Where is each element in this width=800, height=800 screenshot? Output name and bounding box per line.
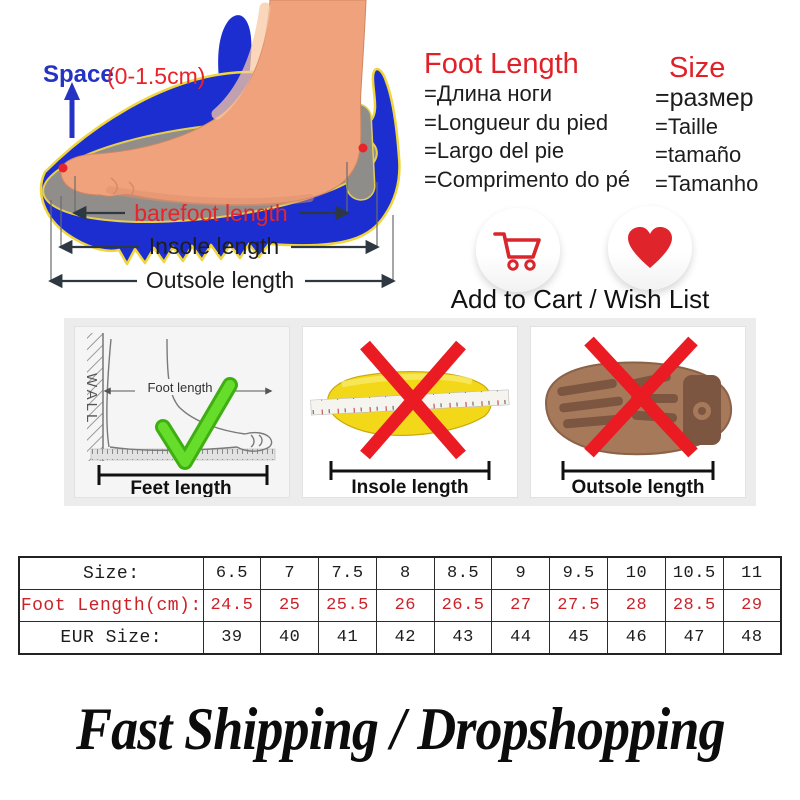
size-cell: 11: [722, 556, 782, 590]
outsole-length-label: Outsole length: [146, 267, 294, 293]
heart-icon: [628, 227, 672, 268]
method-card-label: Feet length: [130, 478, 231, 497]
size-cell: 9: [491, 556, 551, 590]
space-range-label: (0-1.5cm): [107, 63, 205, 89]
size-cell: 26.5: [433, 589, 493, 622]
space-arrowhead: [64, 82, 80, 100]
check-icon: [155, 377, 238, 470]
translation-line: =Longueur du pied: [424, 109, 609, 135]
heel-detail-center: [698, 407, 706, 415]
size-title: Size: [669, 52, 726, 84]
guide-lines: [50, 162, 394, 280]
method-card-outsole-length: Outsole length: [530, 326, 746, 498]
space-label: Space: [43, 61, 114, 88]
length-bracket: [329, 461, 491, 480]
size-cell: 8.5: [433, 556, 493, 590]
insole-highlight: [341, 373, 473, 388]
translation-line: =размер: [655, 84, 754, 112]
barefoot-length-label: barefoot length: [134, 200, 287, 226]
method-card-label: Outsole length: [572, 477, 705, 497]
size-cell: 39: [202, 621, 262, 655]
size-cell: 27: [491, 589, 551, 622]
size-cell: 10.5: [664, 556, 724, 590]
table-row: Foot Length(cm): 24.5 25 25.5 26 26.5 27 27.5 28…: [18, 589, 782, 622]
size-cell: 6.5: [202, 556, 262, 590]
method-card-feet-length: WALL Foot length: [74, 326, 290, 499]
size-cell: 24.5: [202, 589, 262, 622]
translation-line: =Taille: [655, 113, 718, 139]
translation-line: =Tamanho: [655, 170, 759, 196]
size-cell: 28: [607, 589, 666, 622]
foot-shadow: [106, 186, 314, 207]
foot-sketch: [106, 338, 273, 452]
size-cell: 46: [607, 621, 666, 655]
foot-highlight: [211, 2, 271, 120]
wall-label: WALL: [83, 373, 100, 425]
translation-line: =Comprimento do pé: [424, 166, 631, 192]
wish-list-button[interactable]: [608, 206, 692, 290]
cart-icon: [493, 232, 541, 271]
size-cell: 43: [433, 621, 493, 655]
size-cell: 26: [375, 589, 435, 622]
size-cell: 44: [491, 621, 551, 655]
label-backing: [135, 379, 225, 395]
size-cell: 9.5: [549, 556, 609, 590]
size-table-body: Size: 6.5 7 7.5 8 8.5 9 9.5 10 10.5 11 Foot Length(…: [18, 556, 782, 655]
size-cell: 27.5: [549, 589, 609, 622]
translation-line: =tamaño: [655, 142, 742, 167]
size-translations: Size =размер =Taille =tamaño =Tamanho: [655, 52, 795, 198]
size-cell: 10: [607, 556, 666, 590]
foot-length-title: Foot Length: [424, 48, 579, 80]
shipping-banner-text: Fast Shipping / Dropshopping: [75, 695, 725, 762]
size-cell: 25: [260, 589, 320, 622]
size-conversion-table: Size: 6.5 7 7.5 8 8.5 9 9.5 10 10.5 11 Foot Length(…: [18, 556, 782, 655]
size-cell: 29: [722, 589, 782, 622]
x-icon: [584, 336, 698, 458]
translation-line: =Largo del pie: [424, 138, 565, 163]
toe-crease: [110, 177, 135, 196]
size-cell: 47: [664, 621, 724, 655]
size-cell: 8: [375, 556, 435, 590]
heel-dot: [358, 143, 368, 153]
size-cell: 40: [260, 621, 320, 655]
shipping-banner: Fast Shipping / Dropshopping: [0, 684, 800, 774]
length-bracket: [97, 465, 269, 485]
x-icon: [360, 340, 466, 460]
foot-measure-diagram: Space (0-1.5cm) barefoot length Insole l…: [39, 0, 401, 293]
length-bracket: [561, 461, 715, 480]
insole-length-label: Insole length: [149, 233, 279, 259]
method-card-label: Insole length: [351, 477, 468, 497]
wall-hatch: [87, 333, 103, 461]
size-cell: 7.5: [318, 556, 377, 590]
foot-length-inner-label: Foot length: [147, 380, 212, 395]
size-cell: 45: [549, 621, 609, 655]
row-label: EUR Size:: [18, 621, 204, 655]
table-row: EUR Size: 39 40 41 42 43 44 45 46 47 48: [18, 621, 782, 655]
table-row: Size: 6.5 7 7.5 8 8.5 9 9.5 10 10.5 11: [18, 556, 782, 590]
toe-dot: [58, 163, 68, 173]
row-label: Size:: [18, 556, 204, 590]
row-label: Foot Length(cm):: [18, 589, 204, 622]
size-cell: 28.5: [664, 589, 724, 622]
size-cell: 7: [260, 556, 320, 590]
add-to-cart-wishlist-label: Add to Cart / Wish List: [450, 284, 710, 314]
size-cell: 25.5: [318, 589, 377, 622]
foot-length-translations: Foot Length =Длина ноги =Longueur du pie…: [424, 48, 654, 194]
size-cell: 42: [375, 621, 435, 655]
method-card-insole-length: Insole length: [302, 326, 518, 498]
size-cell: 41: [318, 621, 377, 655]
measuring-methods-panel: WALL Foot length: [64, 318, 756, 506]
translation-line: =Длина ноги: [424, 81, 553, 106]
size-cell: 48: [722, 621, 782, 655]
add-to-cart-button[interactable]: [476, 208, 560, 292]
